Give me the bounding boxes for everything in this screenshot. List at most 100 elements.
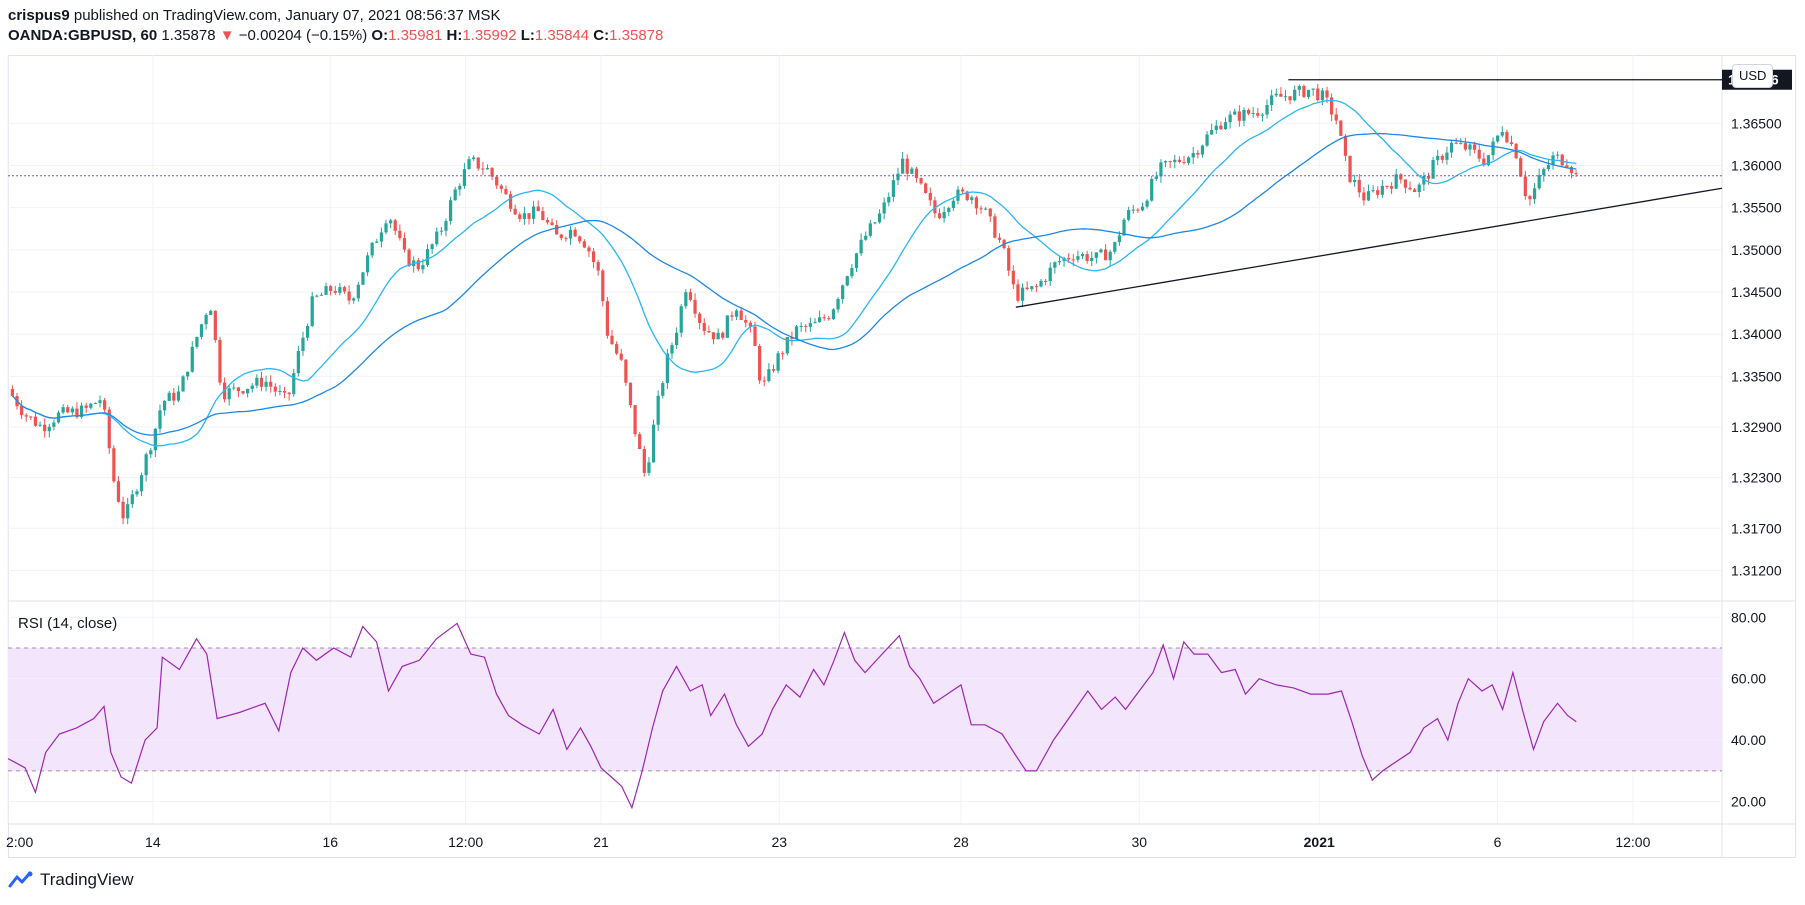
candle-body xyxy=(1422,175,1426,185)
candle-body xyxy=(1191,152,1195,158)
tradingview-logo-icon xyxy=(8,871,33,888)
candle-body xyxy=(508,194,513,209)
candle-body xyxy=(1320,90,1324,101)
footer: TradingView xyxy=(8,870,134,890)
candle-body xyxy=(1348,155,1352,183)
candle-body xyxy=(1168,161,1172,163)
candle-body xyxy=(176,391,181,401)
candle-body xyxy=(633,405,637,435)
candle-body xyxy=(1362,192,1366,201)
candle-body xyxy=(688,292,693,300)
candle-body xyxy=(338,287,342,293)
candle-body xyxy=(661,383,665,396)
candle-body xyxy=(1316,88,1320,101)
candle-body xyxy=(656,395,660,425)
candle-body xyxy=(555,224,559,235)
candle-body xyxy=(162,400,167,411)
candle-body xyxy=(389,220,393,224)
candle-body xyxy=(255,377,259,386)
candle-body xyxy=(711,332,716,340)
price-tick-label: 1.35000 xyxy=(1731,242,1782,258)
publisher-name[interactable]: crispus9 xyxy=(8,7,70,24)
candle-body xyxy=(642,449,646,473)
candle-body xyxy=(1505,132,1509,143)
candle-body xyxy=(573,229,577,237)
candle-body xyxy=(1426,175,1431,179)
candle-body xyxy=(195,336,199,347)
candle-body xyxy=(1288,96,1292,101)
candle-body xyxy=(324,286,328,295)
open-value: 1.35981 xyxy=(388,27,443,44)
currency-button[interactable]: USD xyxy=(1732,64,1774,88)
candle-body xyxy=(1127,210,1131,220)
published-text: published on TradingView.com, January 07… xyxy=(69,7,501,24)
time-tick-label: 28 xyxy=(953,834,969,850)
candle-body xyxy=(887,196,891,203)
candle-body xyxy=(1279,93,1283,97)
candle-body xyxy=(882,202,886,214)
candle-body xyxy=(1034,286,1039,288)
candle-body xyxy=(979,208,983,210)
candle-body xyxy=(1482,158,1486,166)
candle-body xyxy=(315,295,319,297)
candle-body xyxy=(199,324,204,337)
candle-body xyxy=(845,276,849,286)
candle-body xyxy=(785,337,789,354)
candle-body xyxy=(1173,159,1177,163)
candle-body xyxy=(1159,162,1163,177)
candle-body xyxy=(287,392,291,395)
candle-body xyxy=(1496,135,1500,142)
candle-body xyxy=(1122,219,1126,236)
candle-body xyxy=(513,208,517,215)
candle-body xyxy=(407,249,411,267)
candle-body xyxy=(1090,257,1094,261)
open-label: O: xyxy=(371,27,389,44)
trend-line[interactable] xyxy=(1015,187,1723,308)
candle-body xyxy=(596,262,600,271)
candle-body xyxy=(218,339,222,383)
candle-body xyxy=(822,317,826,319)
candle-body xyxy=(767,369,771,382)
candle-body xyxy=(619,353,623,360)
candle-body xyxy=(771,369,776,371)
candle-body xyxy=(532,206,536,219)
candle-body xyxy=(730,315,734,317)
candle-body xyxy=(693,299,697,314)
moving-average-line xyxy=(12,132,1577,436)
candle-body xyxy=(1357,179,1361,193)
candle-body xyxy=(827,318,831,320)
candle-body xyxy=(416,260,420,270)
candle-body xyxy=(402,237,407,250)
down-arrow-icon: ▼ xyxy=(219,27,235,44)
candle-body xyxy=(232,387,236,389)
candle-body xyxy=(139,475,144,492)
candle-body xyxy=(716,332,720,340)
footer-brand[interactable]: TradingView xyxy=(40,870,134,889)
candle-body xyxy=(241,391,245,394)
candle-body xyxy=(190,346,194,372)
candle-body xyxy=(10,389,14,397)
candle-body xyxy=(43,424,47,432)
symbol-label[interactable]: OANDA:GBPUSD, 60 xyxy=(8,27,158,44)
candle-body xyxy=(1270,95,1274,105)
candle-body xyxy=(1251,113,1255,115)
candle-body xyxy=(393,220,397,231)
candle-body xyxy=(38,424,42,426)
candle-body xyxy=(1532,188,1537,200)
candle-body xyxy=(1413,189,1417,193)
candle-body xyxy=(1094,252,1098,258)
candle-body xyxy=(301,337,305,352)
candle-body xyxy=(776,353,780,371)
candle-body xyxy=(361,272,365,285)
price-tick-label: 1.32900 xyxy=(1731,419,1782,435)
candle-body xyxy=(564,238,568,240)
candle-body xyxy=(499,185,503,189)
candle-body xyxy=(518,214,522,219)
candle-body xyxy=(1163,161,1168,163)
candle-body xyxy=(1468,144,1472,150)
candle-body xyxy=(250,385,254,389)
candle-body xyxy=(679,306,683,333)
rsi-title: RSI (14, close) xyxy=(18,615,117,632)
candle-body xyxy=(734,310,739,317)
